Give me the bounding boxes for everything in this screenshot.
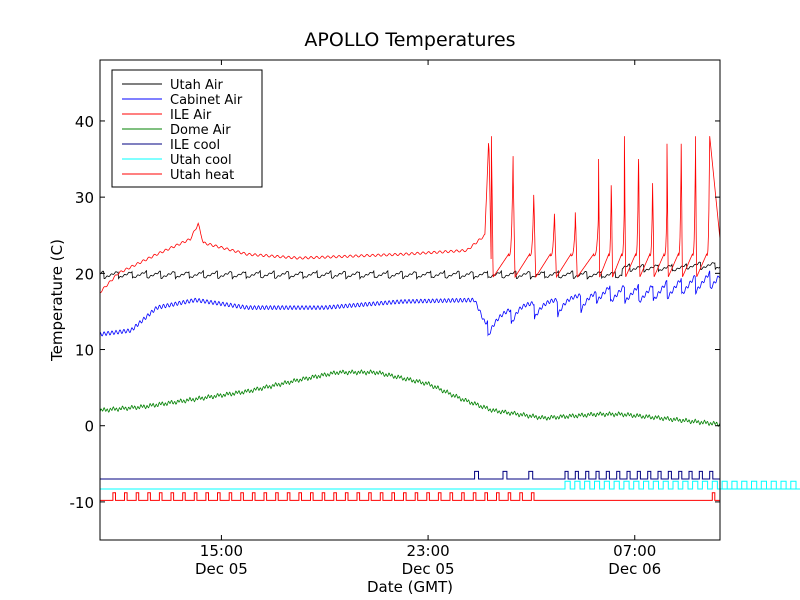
series-utah-heat — [100, 492, 720, 501]
series-utah-cool — [100, 480, 800, 490]
x-tick-label-date: Dec 05 — [402, 560, 455, 578]
chart-title: APOLLO Temperatures — [304, 29, 515, 51]
legend-label-utah-heat: Utah heat — [170, 168, 234, 183]
legend-label-utah-cool: Utah cool — [170, 153, 232, 168]
legend-label-cabinet-air: Cabinet Air — [170, 93, 243, 108]
x-tick-label-time: 15:00 — [200, 542, 243, 560]
series-dome-air — [99, 369, 721, 427]
legend-label-dome-air: Dome Air — [170, 123, 231, 138]
x-axis-label: Date (GMT) — [367, 578, 453, 596]
x-tick-label-time: 23:00 — [406, 542, 449, 560]
y-axis-label: Temperature (C) — [48, 239, 66, 362]
series-ile-cool — [100, 470, 720, 480]
legend-label-utah-air: Utah Air — [170, 78, 223, 93]
x-tick-label-date: Dec 06 — [608, 560, 661, 578]
y-tick-label: 30 — [75, 189, 94, 207]
y-tick-label: 40 — [75, 113, 94, 131]
legend-label-ile-air: ILE Air — [170, 108, 212, 123]
plot-frame — [99, 59, 721, 541]
series-utah-air — [99, 261, 721, 280]
y-tick-label: 0 — [84, 418, 94, 436]
x-tick-label-date: Dec 05 — [195, 560, 248, 578]
series-cabinet-air — [99, 270, 721, 337]
x-tick-label-time: 07:00 — [613, 542, 656, 560]
series-layer — [99, 136, 800, 501]
y-tick-label: 10 — [75, 342, 94, 360]
y-tick-label: 20 — [75, 265, 94, 283]
series-ile-air — [99, 136, 721, 294]
y-tick-label: -10 — [70, 494, 95, 512]
legend-label-ile-cool: ILE cool — [170, 138, 220, 153]
